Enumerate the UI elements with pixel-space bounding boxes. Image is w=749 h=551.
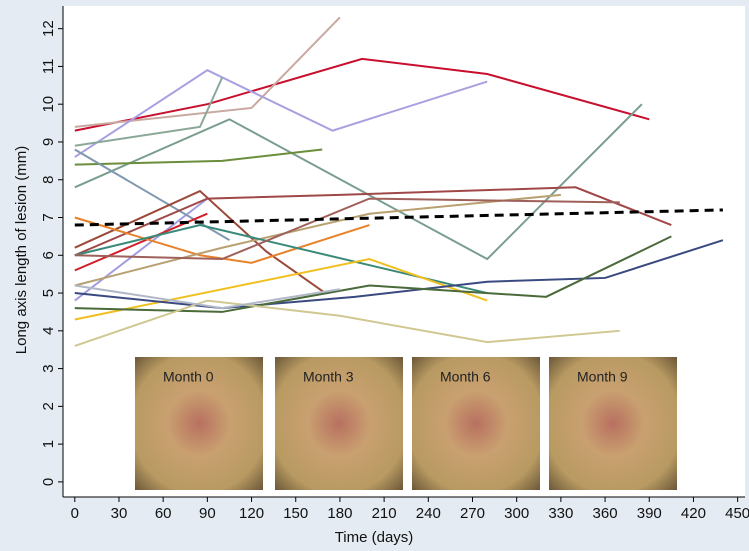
series-line [74, 197, 620, 261]
x-tick-label: 0 [71, 505, 79, 522]
series-line [74, 284, 341, 310]
inset-photo [412, 357, 540, 490]
inset-label: Month 9 [577, 369, 628, 385]
y-tick-label: 12 [40, 20, 57, 37]
y-axis-label: Long axis length of lesion (mm) [13, 146, 30, 354]
x-tick-label: 90 [199, 505, 216, 522]
series-line [74, 77, 223, 147]
inset-image: Month 3 [275, 357, 403, 490]
x-tick-label: 390 [637, 505, 662, 522]
series-line [74, 193, 561, 287]
y-tick-label: 4 [40, 327, 57, 335]
y-tick-label: 11 [40, 59, 57, 75]
y-tick-label: 3 [40, 364, 57, 372]
inset-photo [135, 357, 263, 490]
y-tick-label: 10 [40, 96, 57, 113]
y-tick-label: 7 [40, 213, 57, 221]
x-axis-label: Time (days) [335, 529, 414, 546]
y-tick-label: 8 [40, 176, 57, 184]
x-tick-label: 60 [155, 505, 172, 522]
series-line [74, 148, 323, 166]
inset-label: Month 0 [163, 369, 214, 385]
y-tick-label: 6 [40, 251, 57, 259]
series-line [74, 216, 370, 264]
x-tick-label: 360 [593, 505, 618, 522]
y-tick-label: 2 [40, 402, 57, 410]
inset-label: Month 3 [303, 369, 354, 385]
series-line [74, 57, 650, 132]
y-tick-label: 1 [40, 440, 57, 448]
x-tick-label: 240 [416, 505, 441, 522]
inset-image: Month 6 [412, 357, 540, 490]
x-tick-label: 150 [283, 505, 308, 522]
inset-label: Month 6 [440, 369, 491, 385]
x-tick-label: 330 [548, 505, 573, 522]
series-line [74, 197, 208, 302]
x-tick-label: 30 [111, 505, 128, 522]
series-line [74, 16, 341, 128]
series-line [74, 235, 672, 313]
x-tick-label: 210 [372, 505, 397, 522]
series-line [74, 224, 488, 295]
inset-photo [275, 357, 403, 490]
trend-line [74, 208, 723, 227]
x-tick-label: 120 [239, 505, 264, 522]
y-tick-label: 0 [40, 478, 57, 486]
x-tick-label: 450 [725, 505, 749, 522]
inset-image: Month 0 [135, 357, 263, 490]
series-line [74, 186, 672, 257]
y-tick-label: 5 [40, 289, 57, 297]
y-tick-label: 9 [40, 138, 57, 146]
series-line [74, 299, 620, 347]
inset-photo [549, 357, 677, 490]
x-tick-label: 300 [504, 505, 529, 522]
x-tick-label: 420 [681, 505, 706, 522]
inset-image: Month 9 [549, 357, 677, 490]
series-line [74, 103, 643, 261]
x-tick-label: 180 [327, 505, 352, 522]
series-line [74, 69, 488, 158]
x-tick-label: 270 [460, 505, 485, 522]
